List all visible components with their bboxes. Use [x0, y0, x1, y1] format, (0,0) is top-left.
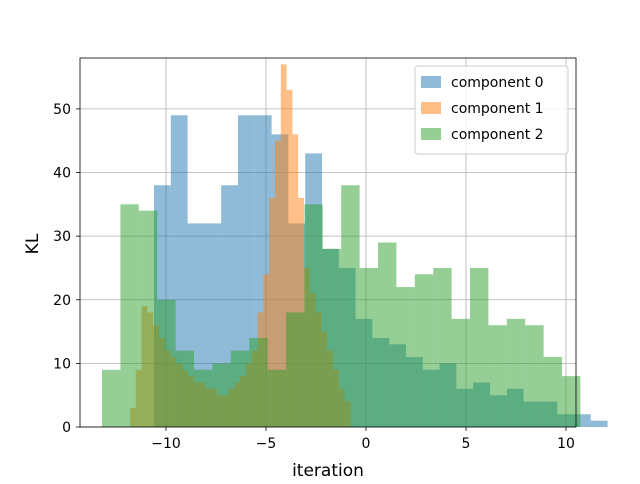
- legend-swatch: [421, 128, 441, 140]
- histogram-bar: [175, 350, 194, 427]
- legend-box: [414, 65, 569, 155]
- legend: component 0 component 1 component 2: [414, 65, 569, 155]
- histogram-bar: [194, 369, 213, 427]
- histogram-bar: [451, 318, 470, 427]
- y-axis-label: KL: [23, 233, 43, 254]
- legend-label: component 2: [451, 127, 544, 143]
- histogram-bars: [102, 64, 608, 428]
- y-tick-label: 50: [53, 102, 71, 118]
- histogram-bar: [286, 312, 305, 427]
- histogram-bar: [470, 267, 489, 427]
- y-tick-label: 10: [53, 356, 71, 372]
- histogram-bar: [506, 318, 526, 427]
- x-tick-label: −5: [256, 436, 277, 452]
- x-axis-label: iteration: [292, 461, 364, 480]
- histogram-bar: [212, 363, 231, 427]
- histogram-bar: [590, 420, 608, 427]
- histogram-bar: [433, 267, 452, 427]
- histogram-bar: [525, 325, 544, 427]
- histogram-bar: [275, 140, 281, 427]
- x-tick-label: 0: [362, 436, 371, 452]
- histogram-bar: [269, 197, 275, 427]
- histogram-bar: [120, 204, 139, 427]
- legend-swatch: [421, 102, 441, 114]
- legend-label: component 1: [451, 101, 544, 117]
- histogram-bar: [488, 325, 507, 427]
- histogram-bar: [359, 267, 378, 427]
- tick-labels: −10 −5 0 5 10 0 10 20 30 40 50: [53, 102, 575, 452]
- histogram-bar: [341, 185, 360, 427]
- histogram-bar: [414, 274, 434, 427]
- y-tick-label: 20: [53, 293, 71, 309]
- histogram-bar: [230, 350, 250, 427]
- histogram-bar: [322, 248, 342, 427]
- histogram-bar: [292, 134, 299, 427]
- histogram-bar: [157, 299, 176, 427]
- x-tick-label: −10: [151, 436, 181, 452]
- histogram-bar: [138, 210, 158, 427]
- histogram-bar: [280, 64, 287, 428]
- x-tick-label: 5: [462, 436, 471, 452]
- y-tick-label: 0: [62, 420, 71, 436]
- axes-frame: [79, 57, 577, 428]
- histogram-bar: [378, 242, 397, 427]
- y-tick-label: 40: [53, 166, 71, 182]
- series-2-bars: [102, 185, 581, 427]
- histogram-bar: [396, 287, 415, 427]
- legend-swatch: [421, 76, 441, 88]
- y-tick-label: 30: [53, 229, 71, 245]
- histogram-bar: [102, 369, 121, 427]
- histogram-bar: [286, 89, 293, 427]
- histogram-bar: [543, 357, 562, 427]
- histogram-bar: [249, 337, 268, 427]
- legend-label: component 0: [451, 75, 544, 91]
- histogram-bar: [267, 369, 286, 427]
- histogram-bar: [562, 376, 581, 427]
- histogram-bar: [304, 204, 323, 427]
- x-tick-label: 10: [557, 436, 575, 452]
- axes: [76, 57, 577, 431]
